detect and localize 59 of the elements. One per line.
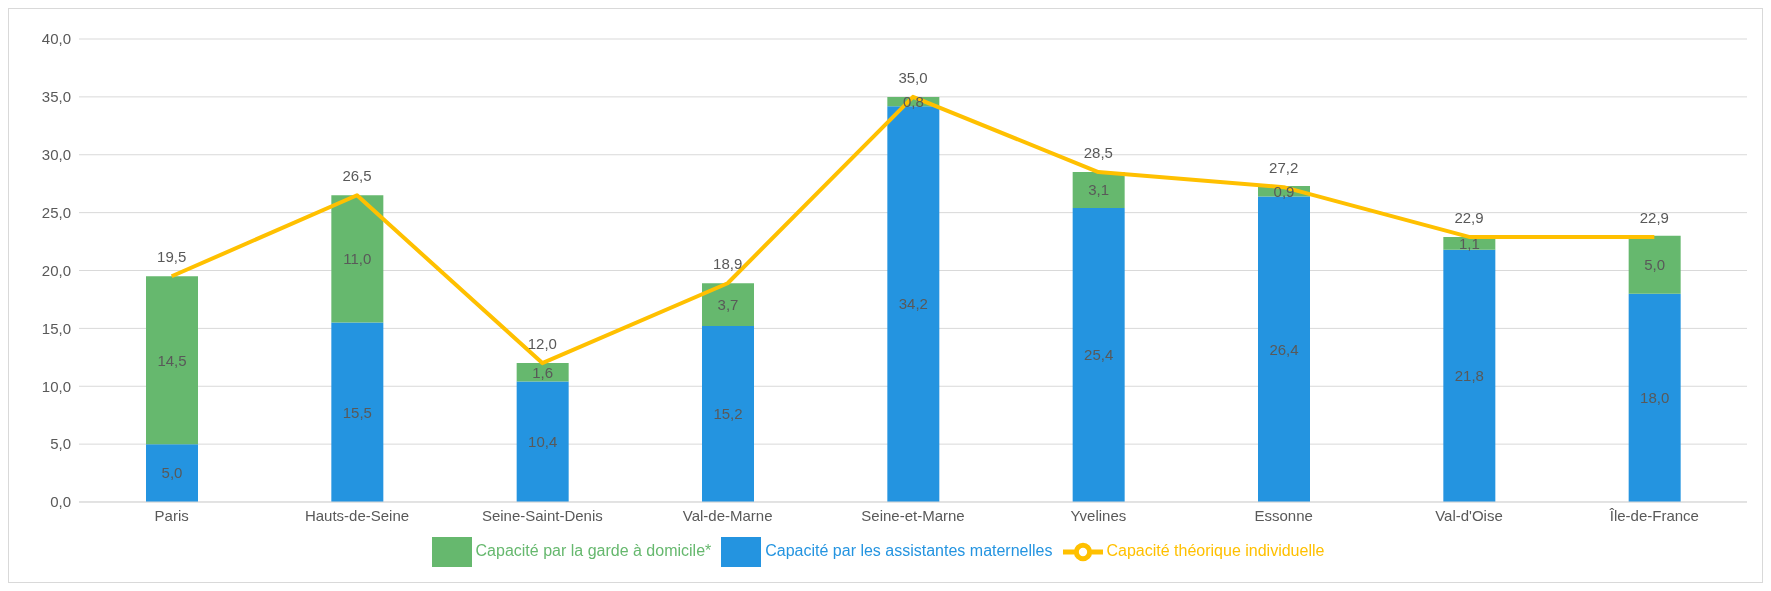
data-label: 1,1 [1458,234,1480,252]
data-label: 5,0 [161,464,183,482]
data-label: 19,5 [157,248,187,266]
bar [516,381,569,502]
bar [702,283,754,327]
data-label: 11,0 [343,250,372,268]
bar [1628,235,1681,294]
x-tick-label: Île-de-France [1608,506,1699,524]
data-label: 18,0 [1640,389,1670,407]
x-tick-label: Paris [154,506,189,524]
legend-label: Capacité par la garde à domicile* [475,542,712,560]
bar [1628,293,1681,502]
bar [702,326,754,502]
bar [1072,208,1125,502]
x-tick-label: Essonne [1254,506,1313,524]
bar [331,322,384,502]
data-label: 27,2 [1269,159,1299,177]
data-label: 34,2 [898,295,928,313]
data-label: 26,5 [342,167,372,185]
data-label: 5,0 [1644,256,1666,274]
data-label: 25,4 [1084,346,1114,364]
x-tick-label: Hauts-de-Seine [304,506,410,524]
data-label: 12,0 [527,335,557,353]
y-tick-label: 5,0 [50,435,71,453]
y-tick-label: 40,0 [41,30,71,48]
data-label: 3,7 [717,295,739,313]
data-label: 35,0 [898,68,928,86]
legend-label: Capacité théorique individuelle [1106,542,1325,560]
x-tick-label: Yvelines [1070,506,1127,524]
y-tick-label: 35,0 [41,88,71,106]
bar [516,363,569,382]
x-tick-label: Seine-et-Marne [861,506,965,524]
data-label: 14,5 [157,351,187,369]
bar [331,195,384,323]
y-tick-label: 15,0 [41,319,71,337]
y-tick-label: 10,0 [41,377,71,395]
data-label: 1,6 [532,363,554,381]
data-label: 22,9 [1454,208,1484,226]
bar [1443,249,1496,502]
bar [1072,172,1125,208]
legend-label: Capacité par les assistantes maternelles [765,542,1053,560]
data-label: 22,9 [1639,208,1669,226]
data-label: 18,9 [713,255,743,273]
data-label: 15,5 [342,403,372,421]
bar [146,276,198,445]
x-tick-label: Val-d'Oise [1435,506,1503,524]
data-label: 10,4 [528,433,558,451]
bar [146,444,198,502]
x-tick-label: Val-de-Marne [682,506,773,524]
data-label: 21,8 [1454,367,1484,385]
y-tick-label: 0,0 [50,493,71,511]
data-label: 26,4 [1269,340,1299,358]
data-label: 28,5 [1083,144,1113,162]
y-tick-label: 30,0 [41,146,71,164]
data-label: 3,1 [1088,181,1110,199]
y-tick-label: 25,0 [41,203,71,221]
data-label: 15,2 [713,405,743,423]
x-tick-label: Seine-Saint-Denis [481,506,603,524]
y-tick-label: 20,0 [41,261,71,279]
